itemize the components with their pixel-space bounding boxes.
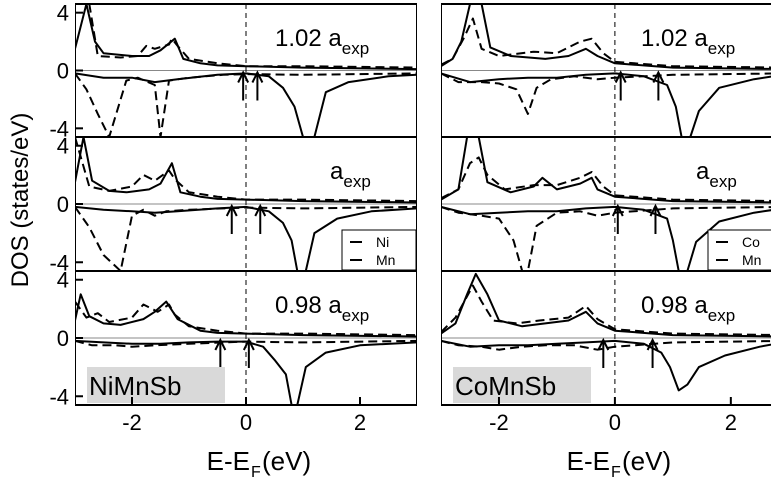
x-axis-label-sub: F — [251, 464, 261, 478]
lattice-label: 0.98 aexp — [275, 292, 369, 325]
dos-series-2 — [75, 136, 417, 204]
compound-label-box — [87, 367, 225, 403]
arrow-head — [611, 203, 624, 217]
dos-series-4 — [441, 72, 771, 138]
arrow-head — [649, 203, 662, 217]
lattice-label-sub: exp — [342, 39, 369, 58]
lattice-label-text: a — [330, 158, 344, 185]
dos-series-4 — [75, 205, 417, 272]
panel-2: aexp Co Mn — [441, 136, 771, 272]
compound-label-box — [453, 367, 591, 403]
arrow-head — [614, 70, 627, 83]
arrow-head — [214, 337, 227, 351]
lattice-label-text: 0.98 a — [275, 292, 342, 319]
dos-series-2 — [75, 293, 417, 338]
lattice-label: 0.98 aexp — [641, 292, 735, 325]
x-tick-label: -2 — [122, 410, 142, 435]
dos-series-2 — [441, 272, 771, 338]
lattice-label-text: 1.02 a — [275, 25, 342, 52]
arrow-head — [242, 337, 255, 351]
lattice-label-text: 1.02 a — [641, 25, 708, 52]
x-axis-label-right: E-E F (eV) — [567, 446, 671, 478]
lattice-label: aexp — [696, 158, 737, 191]
legend-label: Mn — [376, 252, 395, 268]
panel-3: 0.98 aexp NiMnSb — [75, 270, 417, 406]
panel-1: 1.02 aexp — [441, 3, 771, 138]
y-tick-label: 4 — [57, 134, 69, 159]
x-axis-label-left: E-E F (eV) — [207, 446, 311, 478]
y-tick-label: 0 — [57, 59, 69, 84]
legend-box — [707, 229, 771, 271]
lattice-label: aexp — [330, 158, 371, 191]
lattice-label-text: 0.98 a — [641, 292, 708, 319]
y-tick-label: 0 — [57, 326, 69, 351]
arrow-head — [597, 337, 610, 351]
panel-1: 1.02 aexp — [75, 3, 417, 138]
y-tick-label: -4 — [49, 116, 69, 141]
panel-2: aexp Ni Mn — [75, 136, 417, 272]
dos-series-2 — [441, 3, 771, 70]
lattice-label-sub: exp — [342, 306, 369, 325]
panel-3: 0.98 aexp CoMnSb — [441, 270, 771, 406]
arrow-head — [251, 70, 264, 83]
x-tick-label: 2 — [725, 410, 737, 435]
compound-label: CoMnSb — [455, 371, 556, 401]
dos-series-1 — [441, 17, 771, 69]
dos-series-3 — [441, 205, 771, 272]
lattice-label: 1.02 aexp — [275, 25, 369, 58]
dos-series-4 — [75, 339, 417, 406]
dos-series-1 — [441, 156, 771, 202]
x-tick-label: 0 — [609, 410, 621, 435]
legend-label: Ni — [376, 234, 389, 250]
x-tick-label: 2 — [354, 410, 366, 435]
dos-series-2 — [75, 3, 417, 71]
x-axis-label-sub: F — [611, 464, 621, 478]
x-tick-label: 0 — [240, 410, 252, 435]
y-tick-label: -4 — [49, 250, 69, 275]
y-tick-label: 4 — [57, 1, 69, 26]
dos-series-3 — [75, 339, 417, 348]
dos-series-2 — [441, 136, 771, 204]
lattice-label-sub: exp — [708, 306, 735, 325]
arrow-head — [225, 203, 238, 217]
legend-label: Co — [742, 234, 760, 250]
lattice-label-sub: exp — [709, 172, 736, 191]
arrow-head — [237, 70, 250, 83]
y-axis-label: DOS (states/eV) — [7, 113, 34, 288]
lattice-label: 1.02 aexp — [641, 25, 735, 58]
panel-frame — [441, 270, 771, 406]
arrow-head — [652, 70, 665, 83]
lattice-label-sub: exp — [343, 172, 370, 191]
y-tick-label: 0 — [57, 192, 69, 217]
x-tick-label: -2 — [489, 410, 509, 435]
dos-series-4 — [75, 72, 417, 138]
legend-label: Mn — [742, 252, 761, 268]
x-axis-label-unit: (eV) — [622, 446, 671, 476]
arrow-head — [254, 203, 267, 217]
arrow-head — [646, 337, 659, 351]
lattice-label-sub: exp — [708, 39, 735, 58]
dos-series-1 — [441, 284, 771, 336]
x-axis-label-main: E-E — [567, 446, 610, 476]
y-tick-label: 4 — [57, 268, 69, 293]
compound-label: NiMnSb — [89, 371, 181, 401]
lattice-label-text: a — [696, 158, 710, 185]
dos-series-3 — [441, 72, 771, 115]
x-axis-label-unit: (eV) — [262, 446, 311, 476]
y-tick-label: -4 — [49, 384, 69, 409]
x-axis-label-main: E-E — [207, 446, 250, 476]
